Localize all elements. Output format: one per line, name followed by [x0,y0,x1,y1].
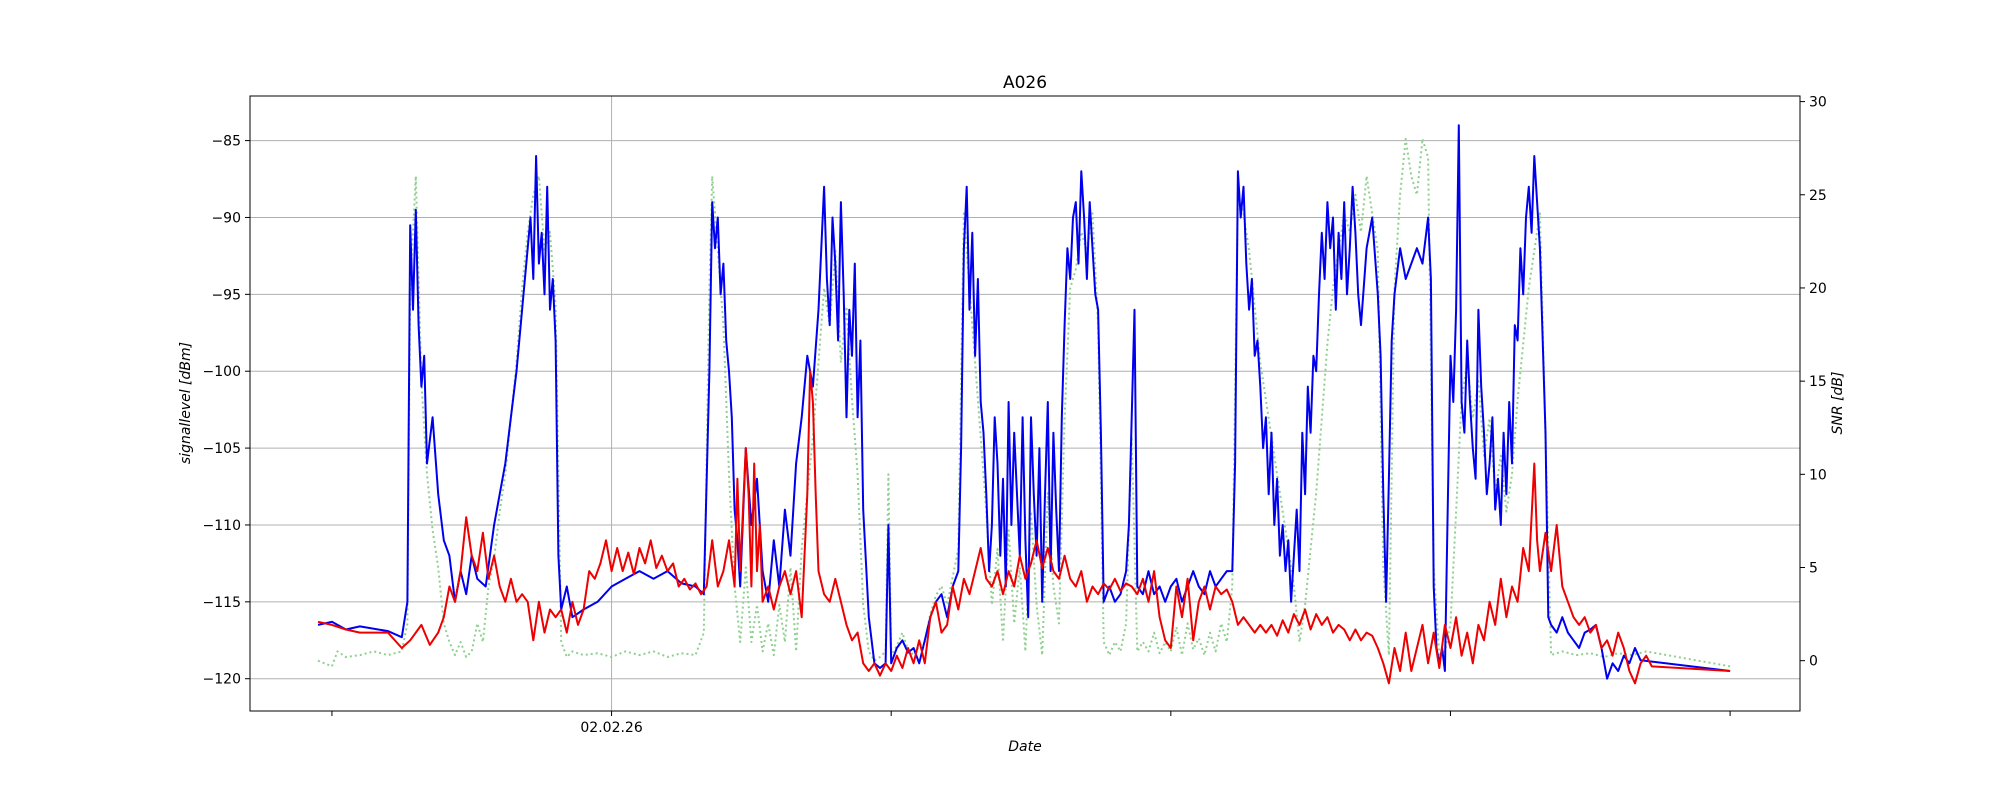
y-tick-label: −100 [203,364,241,380]
y-axis-label: signallevel [dBm] [178,342,194,464]
y-tick-label: −85 [211,134,241,150]
series-line-red [317,370,1731,685]
series-line-blue [317,124,1731,680]
y2-tick-label: 5 [1809,561,1818,577]
y-tick-label: −90 [211,210,241,226]
y-tick-label: −105 [203,441,241,457]
y2-tick-label: 25 [1809,188,1827,204]
y2-tick-label: 10 [1809,467,1827,483]
y-tick-label: −95 [211,287,241,303]
y-tick-label: −110 [203,518,241,534]
y2-tick-label: 20 [1809,281,1827,297]
y2-tick-label: 30 [1809,95,1827,111]
y2-tick-label: 0 [1809,654,1818,670]
chart-title: A026 [1003,73,1047,93]
series-layer [317,124,1731,685]
grid [250,96,1800,711]
plot-frame [249,95,1801,712]
x-tick-label: 02.02.26 [580,720,642,736]
x-axis-label: Date [1008,739,1041,755]
axes: −85 −90 −95 −100 −105 −110 −115 −120 30 25 20 15 10 5… [203,95,1827,736]
y2-axis-label: SNR [dB] [1830,372,1846,435]
y-tick-label: −120 [203,672,241,688]
y-tick-label: −115 [203,595,241,611]
y2-tick-label: 15 [1809,374,1827,390]
